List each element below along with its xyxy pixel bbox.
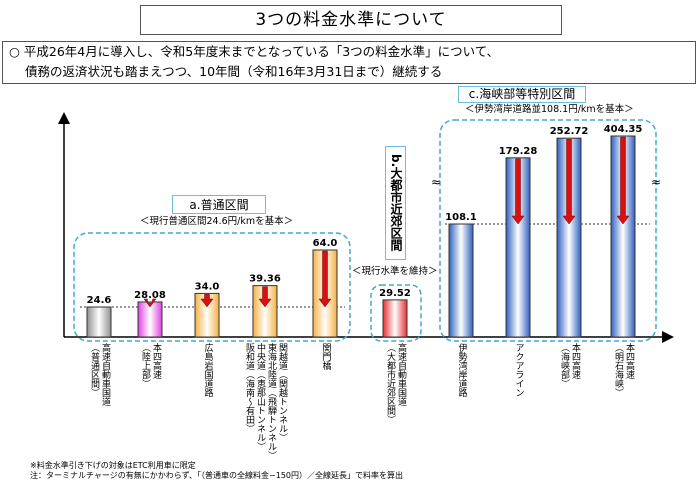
category-label: 高速自動車国道 （大都市近郊区間）: [385, 343, 406, 424]
bar: [448, 223, 474, 338]
info-line-2: 債務の返済状況も踏まえつつ、10年間（令和16年3月31日まで）継続する: [25, 64, 443, 79]
data-label: 64.0: [313, 238, 338, 249]
axis-break-right: ≈: [651, 175, 661, 189]
reduction-arrow: [318, 250, 332, 308]
reduction-arrow: [258, 286, 272, 308]
footnote-1: ※料金水準引き下げの対象はETC利用車に限定: [30, 461, 196, 470]
category-label: 本四高速 （陸上部）: [140, 343, 161, 388]
data-label: 24.6: [87, 295, 112, 306]
group-c-box: [439, 119, 657, 342]
category-label: 本四高速 （海峡部）: [559, 343, 580, 388]
reduction-arrow: [143, 298, 157, 308]
bar: [382, 299, 408, 338]
data-label: 179.28: [499, 146, 538, 157]
group-c-label: c.海峡部等特別区間: [458, 86, 586, 103]
category-label: 高速自動車国道 （普通区間）: [89, 343, 110, 406]
data-label: 29.52: [379, 288, 411, 299]
data-label: 34.0: [195, 281, 220, 292]
category-label: 関門橋: [320, 343, 331, 370]
data-label: 252.72: [550, 126, 589, 137]
category-label: 伊勢湾岸道路: [456, 343, 467, 397]
page-title: 3つの料金水準について: [140, 5, 562, 35]
data-label: 39.36: [249, 274, 281, 285]
group-a-label: a.普通区間: [172, 195, 266, 214]
category-label: アクアライン: [513, 343, 524, 397]
info-line-1: ○ 平成26年4月に導入し、令和5年度末までとなっている「3つの料金水準」につい…: [9, 42, 695, 62]
reduction-arrow: [562, 138, 576, 225]
bullet: ○: [9, 44, 20, 59]
group-b-subtitle: ＜現行水準を維持＞: [352, 266, 438, 277]
reduction-arrow: [200, 294, 214, 308]
data-label: 28.08: [134, 290, 166, 301]
category-label: 広島岩国道路: [202, 343, 213, 397]
group-b-box: [370, 284, 422, 342]
footnote-2: 注：ターミナルチャージの有無にかかわらず、「（普通車の全線料金−150円）／全線…: [30, 471, 404, 480]
data-label: 404.35: [604, 124, 643, 135]
group-c-subtitle: ＜伊勢湾岸道路並108.1円/kmを基本＞: [465, 104, 634, 115]
group-a-box: [73, 232, 351, 342]
data-label: 108.1: [445, 212, 477, 223]
bar: [86, 306, 112, 338]
footnotes: ※料金水準引き下げの対象はETC利用車に限定 注：ターミナルチャージの有無にかか…: [30, 461, 403, 481]
bar: [137, 301, 163, 338]
group-a-subtitle: ＜現行普通区間24.6円/kmを基本＞: [140, 216, 294, 227]
axis-break-left: ≈: [431, 175, 441, 189]
info-line-1-text: 平成26年4月に導入し、令和5年度末までとなっている「3つの料金水準」について、: [23, 44, 500, 59]
category-label: 本四高速 （明石海峡）: [613, 343, 634, 397]
reduction-arrow: [511, 158, 525, 225]
reduction-arrow: [616, 136, 630, 225]
group-b-label: b.大都市近郊区間: [385, 146, 406, 260]
category-label: 関越道（関越トンネル） 東海北陸道（飛騨トンネル） 中央道（恵那山トンネル） 阪…: [244, 343, 287, 460]
info-box: ○ 平成26年4月に導入し、令和5年度末までとなっている「3つの料金水準」につい…: [2, 41, 696, 84]
